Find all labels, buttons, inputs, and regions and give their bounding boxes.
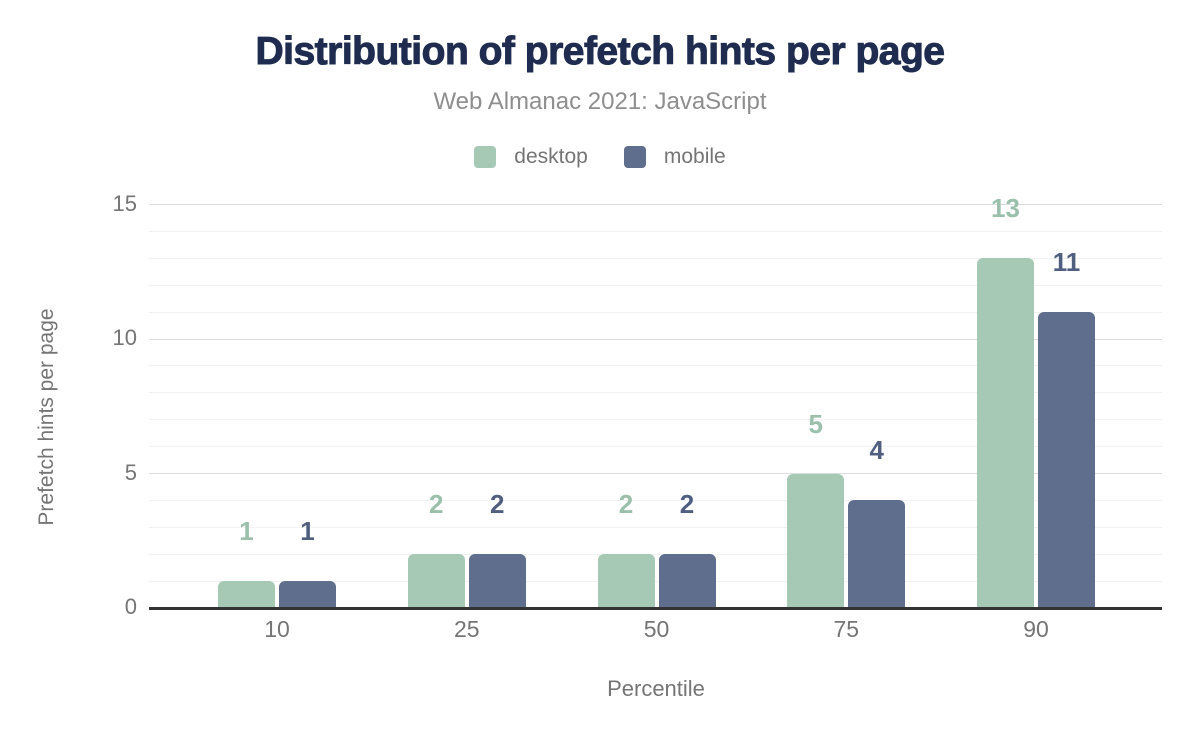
legend-label-mobile: mobile xyxy=(663,145,726,168)
gridline-major xyxy=(149,204,1162,205)
x-axis-tick-label: 50 xyxy=(643,616,670,642)
bar-desktop-p90 xyxy=(977,258,1034,608)
legend-swatch-mobile xyxy=(623,146,646,168)
bar-value-label-mobile-p50: 2 xyxy=(679,489,695,520)
gridline-minor xyxy=(149,365,1162,367)
y-axis-tick-label: 0 xyxy=(124,594,137,619)
bar-value-label-desktop-p10: 1 xyxy=(239,516,254,547)
bar-value-label-mobile-p75: 4 xyxy=(869,435,884,466)
legend-item-mobile: mobile xyxy=(623,145,726,169)
x-axis-tick-label: 90 xyxy=(1023,616,1049,642)
gridline-major xyxy=(149,473,1162,474)
legend: desktop mobile xyxy=(0,144,1200,170)
gridline-minor xyxy=(149,446,1162,448)
x-axis-tick-label: 10 xyxy=(264,616,290,642)
x-axis-tick-label: 75 xyxy=(833,616,860,642)
gridline-minor xyxy=(149,230,1162,232)
bar-value-label-mobile-p10: 1 xyxy=(300,516,315,547)
gridline-minor xyxy=(149,257,1162,259)
y-axis-tick-label: 15 xyxy=(112,190,137,216)
gridline-minor xyxy=(149,284,1162,286)
bar-desktop-p10 xyxy=(218,581,275,608)
x-axis-tick-label: 25 xyxy=(453,616,480,642)
bar-value-label-desktop-p25: 2 xyxy=(429,489,444,520)
bar-mobile-p75 xyxy=(848,500,906,608)
bar-value-label-desktop-p90: 13 xyxy=(991,193,1020,224)
bar-desktop-p75 xyxy=(787,473,845,608)
x-axis-line xyxy=(149,607,1162,610)
chart-subtitle: Web Almanac 2021: JavaScript xyxy=(433,88,767,115)
gridline-minor xyxy=(149,499,1162,501)
legend-swatch-desktop xyxy=(474,146,497,168)
legend-label-desktop: desktop xyxy=(514,145,588,168)
gridline-minor xyxy=(149,580,1162,582)
bar-value-label-mobile-p90: 11 xyxy=(1052,247,1081,278)
gridline-minor xyxy=(149,392,1162,394)
x-axis-title: Percentile xyxy=(607,676,705,701)
gridline-minor xyxy=(149,553,1162,555)
bar-mobile-p50 xyxy=(658,554,716,608)
gridline-minor xyxy=(149,311,1162,313)
bar-mobile-p90 xyxy=(1038,312,1095,608)
gridline-minor xyxy=(149,526,1162,528)
chart-title: Distribution of prefetch hints per page xyxy=(255,30,946,73)
gridline-minor xyxy=(149,419,1162,421)
y-axis-tick-label: 5 xyxy=(124,459,137,485)
bar-mobile-p10 xyxy=(279,581,336,608)
legend-item-desktop: desktop xyxy=(474,145,588,169)
bar-value-label-desktop-p50: 2 xyxy=(618,489,634,520)
gridline-major xyxy=(149,338,1162,340)
y-axis-tick-label: 10 xyxy=(112,325,137,350)
bar-desktop-p50 xyxy=(597,554,655,608)
y-axis-title: Prefetch hints per page xyxy=(35,308,58,526)
bar-value-label-mobile-p25: 2 xyxy=(490,489,505,520)
bar-desktop-p25 xyxy=(407,554,465,608)
bar-value-label-desktop-p75: 5 xyxy=(808,408,823,439)
bar-mobile-p25 xyxy=(468,554,526,608)
